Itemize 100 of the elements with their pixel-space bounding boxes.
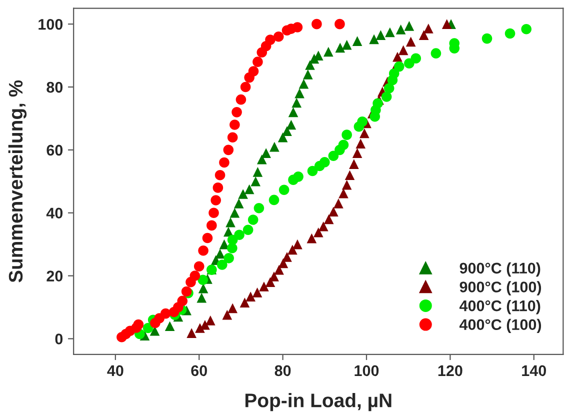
x-tick-label: 40 xyxy=(107,365,124,376)
point xyxy=(265,34,276,45)
point xyxy=(424,24,434,34)
y-tick-label: 80 xyxy=(46,82,63,93)
point xyxy=(342,130,352,140)
point xyxy=(504,28,516,39)
point xyxy=(303,70,313,80)
point xyxy=(292,98,302,108)
point xyxy=(200,320,210,330)
point xyxy=(394,61,404,72)
point xyxy=(521,24,532,34)
point xyxy=(194,261,204,272)
legend-label: 400°C (110) xyxy=(459,300,540,314)
point xyxy=(259,282,269,292)
point xyxy=(349,159,359,169)
point xyxy=(250,176,261,186)
point xyxy=(234,198,244,208)
point xyxy=(210,195,222,206)
point xyxy=(398,45,408,56)
point xyxy=(215,248,225,259)
y-tick-label: 0 xyxy=(55,334,63,344)
point xyxy=(234,230,244,240)
point xyxy=(442,19,452,29)
point xyxy=(342,40,352,50)
point xyxy=(293,172,304,182)
point xyxy=(230,120,240,130)
point xyxy=(338,188,348,198)
point xyxy=(320,157,330,168)
point xyxy=(246,292,256,302)
point xyxy=(356,138,366,149)
point xyxy=(359,128,370,138)
point xyxy=(222,310,232,320)
x-tick-label: 120 xyxy=(438,365,462,376)
point xyxy=(342,180,352,190)
point xyxy=(324,46,334,57)
point xyxy=(273,32,284,42)
point xyxy=(256,154,267,164)
point xyxy=(328,150,339,162)
point xyxy=(392,52,402,62)
point xyxy=(338,140,349,150)
point xyxy=(376,30,386,40)
point xyxy=(216,260,228,270)
point xyxy=(306,233,317,244)
point xyxy=(418,30,429,40)
point xyxy=(282,126,292,136)
point xyxy=(307,166,318,176)
point xyxy=(344,170,355,180)
point xyxy=(219,157,230,168)
x-tick-label: 60 xyxy=(191,365,207,376)
point xyxy=(410,53,422,64)
point xyxy=(328,206,338,217)
point xyxy=(238,189,248,199)
point xyxy=(282,252,292,262)
point xyxy=(206,316,216,326)
x-tick-label: 100 xyxy=(354,365,379,376)
point xyxy=(177,296,188,306)
point xyxy=(372,98,383,109)
point xyxy=(352,148,362,158)
point xyxy=(292,239,302,250)
point xyxy=(388,68,400,79)
y-tick-label: 20 xyxy=(46,270,63,282)
point xyxy=(288,244,298,255)
point xyxy=(228,303,238,314)
x-tick-label: 80 xyxy=(274,365,291,376)
y-tick-label: 100 xyxy=(38,18,63,30)
point xyxy=(294,88,304,98)
point xyxy=(305,60,315,70)
point xyxy=(190,270,200,281)
point xyxy=(133,319,144,330)
y-tick-label: 40 xyxy=(46,208,63,219)
point xyxy=(369,34,379,44)
point xyxy=(292,22,303,32)
point xyxy=(312,18,322,30)
x-tick-label: 140 xyxy=(522,365,546,376)
point xyxy=(269,272,279,282)
point xyxy=(198,283,208,294)
point xyxy=(208,208,219,218)
point xyxy=(198,274,208,286)
point xyxy=(288,107,298,118)
point xyxy=(236,94,246,105)
point xyxy=(227,132,238,142)
point xyxy=(240,82,251,92)
point xyxy=(318,221,328,232)
y-axis-title: Summenverteilung, % xyxy=(8,80,27,282)
point xyxy=(248,66,259,76)
point xyxy=(242,224,254,235)
point xyxy=(196,292,207,303)
point xyxy=(334,18,345,30)
point xyxy=(278,184,290,196)
point xyxy=(244,184,254,194)
point xyxy=(186,328,196,338)
legend-label: 900°C (110) xyxy=(460,262,540,277)
point xyxy=(212,182,224,193)
point xyxy=(164,321,175,332)
point xyxy=(270,142,280,152)
point xyxy=(335,42,346,53)
point xyxy=(357,116,368,127)
point xyxy=(198,245,208,256)
point xyxy=(313,227,324,238)
point xyxy=(406,36,416,47)
